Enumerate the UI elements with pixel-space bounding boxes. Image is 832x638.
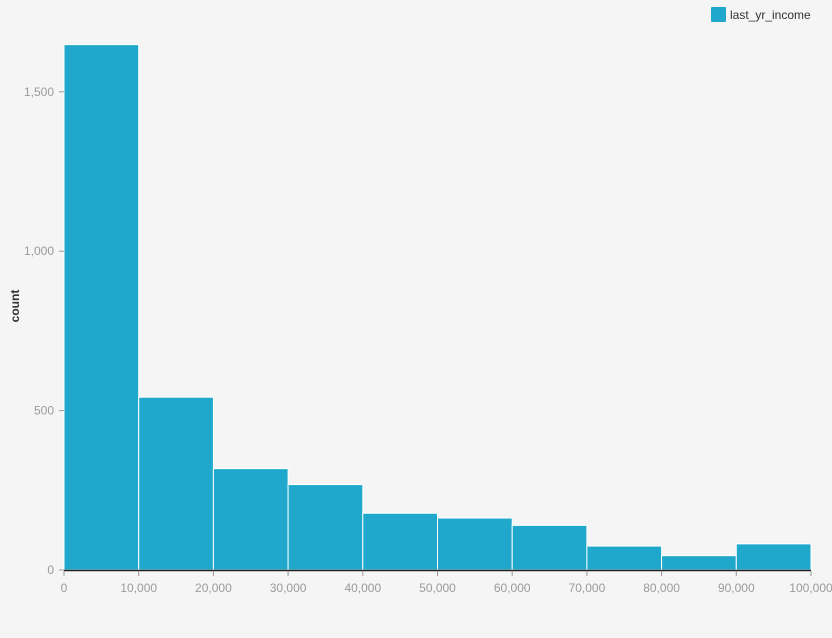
histogram-bar-1[interactable]: [138, 396, 214, 571]
histogram-bar-2[interactable]: [212, 468, 289, 571]
y-tick-label-0: 0: [47, 563, 54, 577]
x-tick-label-4: 40,000: [344, 581, 381, 595]
legend[interactable]: last_yr_income: [711, 7, 811, 22]
x-tick-label-3: 30,000: [270, 581, 307, 595]
x-tick-label-0: 0: [61, 581, 68, 595]
y-tick-label-2: 1,000: [24, 244, 54, 258]
x-tick-label-1: 10,000: [120, 581, 157, 595]
legend-label-last-yr-income: last_yr_income: [730, 8, 811, 22]
histogram-bar-5[interactable]: [437, 517, 513, 571]
x-tick-label-8: 80,000: [643, 581, 680, 595]
x-tick-label-7: 70,000: [569, 581, 606, 595]
y-tick-label-3: 1,500: [24, 85, 54, 99]
x-tick-label-5: 50,000: [419, 581, 456, 595]
x-tick-label-6: 60,000: [494, 581, 531, 595]
y-axis-title: count: [8, 290, 22, 323]
x-tick-label-10: 100,000: [789, 581, 832, 595]
histogram-bar-9[interactable]: [735, 543, 812, 571]
histogram-bar-0[interactable]: [63, 44, 140, 571]
y-axis: 0 500 1,000 1,500: [24, 85, 64, 577]
x-axis: 0 10,000 20,000 30,000 40,000 50,000 60,000 70,…: [61, 569, 832, 595]
x-tick-label-2: 20,000: [195, 581, 232, 595]
histogram-bar-3[interactable]: [287, 484, 364, 571]
x-tick-label-9: 90,000: [718, 581, 755, 595]
y-tick-label-1: 500: [34, 404, 54, 418]
histogram-bar-7[interactable]: [586, 545, 663, 571]
histogram-bar-6[interactable]: [511, 524, 588, 571]
histogram-bar-4[interactable]: [362, 512, 438, 571]
legend-swatch: [711, 7, 726, 22]
histogram-bar-8[interactable]: [661, 555, 737, 571]
bars-group: [63, 44, 812, 571]
